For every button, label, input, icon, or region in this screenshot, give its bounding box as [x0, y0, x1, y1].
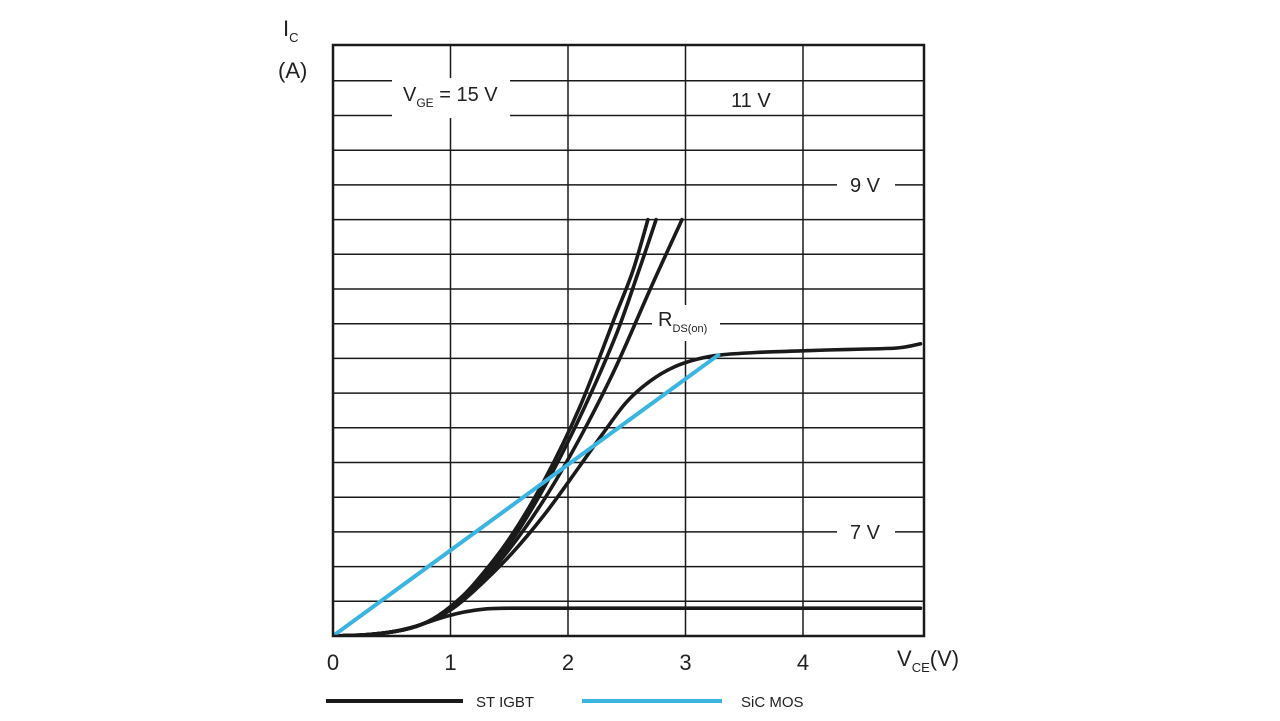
y-axis-label-sub: C — [289, 30, 298, 45]
v11-label-bg — [722, 86, 780, 114]
v9-label-bg — [837, 170, 895, 198]
v7-label-bg — [837, 516, 895, 546]
x-tick-label: 3 — [679, 650, 691, 675]
legend: ST IGBT SiC MOS — [326, 694, 804, 711]
v7-label: 7 V — [850, 522, 881, 544]
legend-sic-label: SiC MOS — [741, 694, 804, 711]
rds-label: RDS(on) — [658, 309, 707, 335]
x-tick-label: 4 — [797, 650, 809, 675]
x-axis-label-sub: CE — [912, 660, 930, 675]
v11-label: 11 V — [731, 90, 771, 112]
vge15-label-bg — [392, 78, 510, 118]
x-tick-label: 2 — [562, 650, 574, 675]
x-tick-label: 0 — [327, 650, 339, 675]
v9-label: 9 V — [850, 175, 881, 197]
sic-mos-line — [333, 352, 721, 636]
x-axis-label: VCE(V) — [897, 646, 959, 675]
vge15-label: VGE = 15 V — [403, 84, 498, 110]
x-tick-labels: 0 1 2 3 4 — [327, 650, 809, 675]
y-axis-label: IC — [283, 16, 299, 45]
rds-label-bg — [652, 305, 720, 341]
curves — [333, 217, 923, 636]
igbt-curve-5 — [333, 606, 923, 636]
x-tick-label: 1 — [444, 650, 456, 675]
y-axis-unit: (A) — [278, 58, 307, 83]
grid — [333, 45, 924, 636]
legend-igbt-label: ST IGBT — [476, 694, 534, 711]
igbt-curve-4 — [333, 342, 923, 636]
plot-frame — [331, 43, 926, 638]
